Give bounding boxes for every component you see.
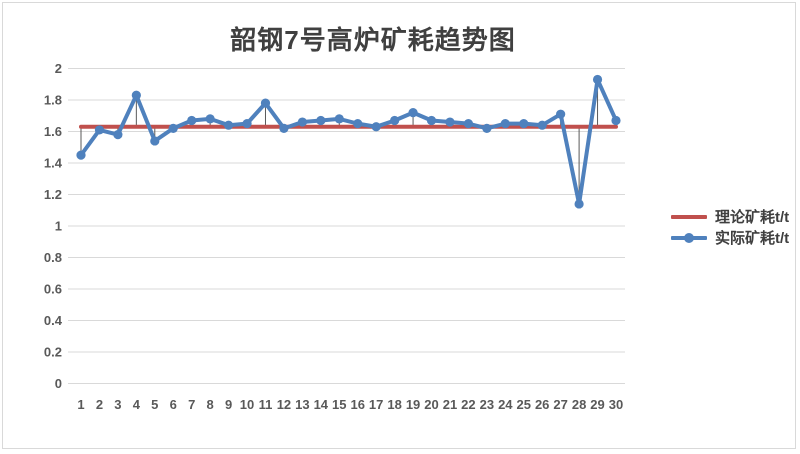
y-axis-tick-label: 1.2 (44, 187, 62, 202)
x-axis-tick-label: 22 (461, 397, 475, 412)
x-axis-tick-label: 15 (332, 397, 346, 412)
data-point-marker[interactable] (113, 130, 123, 140)
legend-label-actual: 实际矿耗t/t (715, 230, 790, 247)
data-point-marker[interactable] (76, 150, 86, 160)
x-axis-tick-label: 14 (314, 397, 329, 412)
x-axis-tick-label: 17 (369, 397, 383, 412)
x-axis-tick-label: 18 (387, 397, 401, 412)
data-point-marker[interactable] (482, 123, 492, 133)
data-point-marker[interactable] (279, 123, 289, 133)
data-point-marker[interactable] (463, 119, 474, 129)
x-axis-tick-label: 19 (406, 397, 420, 412)
legend-label-theoretical: 理论矿耗t/t (715, 209, 790, 226)
x-axis-tick-label: 30 (609, 397, 623, 412)
x-axis-tick-label: 9 (225, 397, 232, 412)
data-point-marker[interactable] (297, 117, 307, 127)
data-point-marker[interactable] (205, 114, 215, 124)
x-axis-tick-label: 21 (443, 397, 457, 412)
data-point-marker[interactable] (500, 119, 510, 129)
x-axis-tick-label: 23 (480, 397, 494, 412)
x-axis-tick-label: 26 (535, 397, 549, 412)
x-axis-tick-label: 16 (350, 397, 364, 412)
x-axis-tick-label: 7 (188, 397, 195, 412)
data-point-marker[interactable] (574, 199, 584, 209)
data-point-marker[interactable] (316, 115, 326, 126)
actual-series-line (79, 77, 618, 206)
x-axis-tick-label: 20 (424, 397, 438, 412)
data-point-marker[interactable] (445, 117, 455, 127)
data-point-marker[interactable] (519, 119, 529, 129)
legend-item-theoretical[interactable]: 理论矿耗t/t (670, 206, 789, 227)
x-axis-tick-label: 29 (590, 397, 604, 412)
data-point-marker[interactable] (408, 108, 418, 118)
x-axis-tick-label: 6 (170, 397, 177, 412)
x-axis-tick-label: 28 (572, 397, 586, 412)
chart-title: 韶钢7号高炉矿耗趋势图 (230, 25, 516, 55)
y-axis-tick-label: 1 (55, 219, 62, 234)
data-point-marker[interactable] (426, 115, 437, 126)
data-point-marker[interactable] (611, 115, 621, 126)
data-point-marker[interactable] (187, 115, 197, 126)
y-axis-tick-label: 0 (55, 376, 62, 391)
x-axis-tick-label: 8 (207, 397, 214, 412)
y-axis-tick-label: 1.4 (44, 156, 63, 171)
x-axis-tick-label: 10 (240, 397, 254, 412)
x-axis-tick-label: 27 (553, 397, 567, 412)
y-axis-tick-label: 0.8 (44, 250, 62, 265)
data-point-marker[interactable] (150, 136, 160, 146)
legend-blue-line-marker-swatch (670, 232, 710, 244)
y-axis-tick-label: 1.8 (44, 93, 62, 108)
legend: 理论矿耗t/t 实际矿耗t/t (670, 206, 789, 248)
data-point-marker[interactable] (353, 119, 363, 129)
data-point-marker[interactable] (223, 120, 234, 130)
x-axis-tick-label: 13 (295, 397, 309, 412)
data-point-marker[interactable] (556, 109, 566, 119)
x-axis-tick-label: 1 (77, 397, 84, 412)
y-axis-tick-label: 1.6 (44, 124, 62, 139)
x-axis-tick-label: 4 (133, 397, 141, 412)
data-point-marker[interactable] (334, 114, 344, 124)
x-axis-tick-label: 12 (277, 397, 291, 412)
data-point-marker[interactable] (371, 122, 381, 132)
data-point-marker[interactable] (94, 125, 105, 135)
legend-red-line-swatch (670, 211, 710, 223)
data-point-marker[interactable] (592, 74, 603, 85)
y-axis-tick-label: 2 (55, 61, 62, 76)
y-axis-tick-label: 0.4 (44, 313, 63, 328)
x-axis-tick-label: 24 (498, 397, 513, 412)
legend-item-actual[interactable]: 实际矿耗t/t (670, 227, 789, 248)
data-point-marker[interactable] (242, 119, 252, 129)
x-axis-tick-label: 2 (96, 397, 103, 412)
data-point-marker[interactable] (537, 120, 547, 130)
x-axis-tick-label: 3 (114, 397, 121, 412)
y-axis-tick-label: 0.6 (44, 282, 62, 297)
data-point-marker[interactable] (131, 90, 141, 100)
data-point-marker[interactable] (168, 123, 178, 133)
x-axis-tick-label: 5 (151, 397, 158, 412)
x-axis-tick-label: 25 (517, 397, 531, 412)
data-point-marker[interactable] (260, 98, 271, 108)
data-point-marker[interactable] (390, 115, 400, 126)
y-axis-tick-label: 0.2 (44, 345, 62, 360)
x-axis-tick-label: 11 (259, 397, 273, 412)
